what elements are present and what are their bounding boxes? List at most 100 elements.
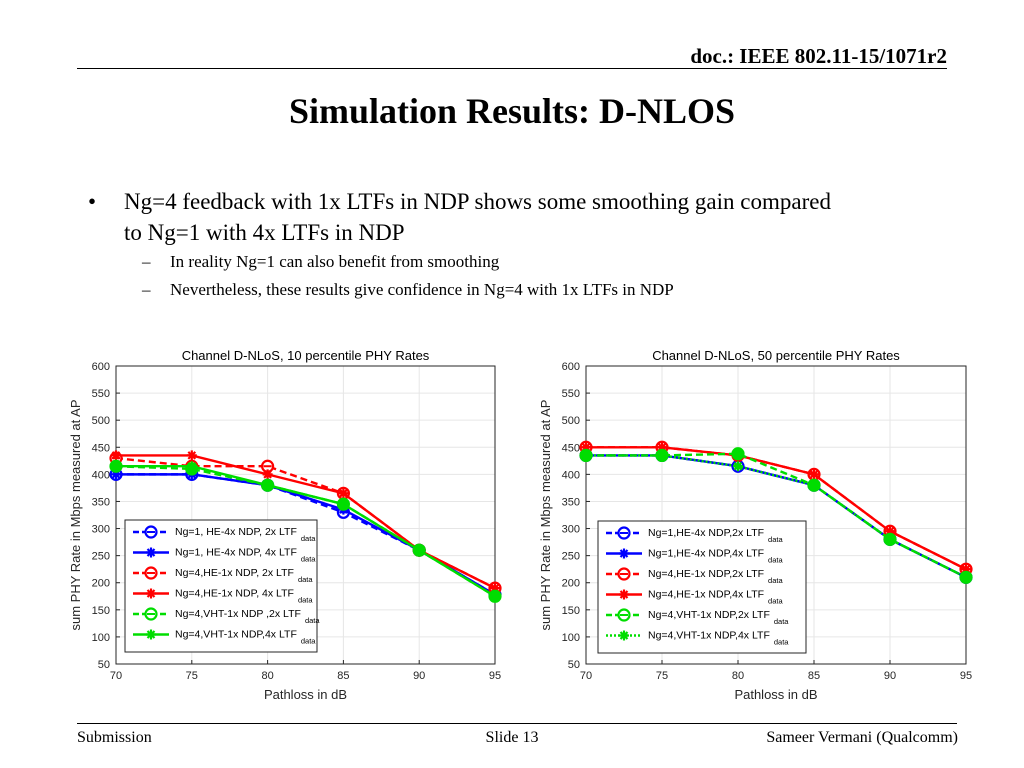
plot-frame <box>585 365 967 665</box>
y-tick-label: 600 <box>92 361 110 373</box>
y-tick-label: 200 <box>562 578 580 590</box>
x-tick-label: 80 <box>732 670 744 682</box>
data-point <box>885 526 895 537</box>
y-tick-label: 550 <box>92 388 110 400</box>
data-point <box>111 469 121 480</box>
data-point <box>490 591 500 602</box>
y-tick-label: 200 <box>92 578 110 590</box>
footer-slide-number: Slide 13 <box>485 729 539 746</box>
legend-marker <box>617 526 631 540</box>
legend-entry-sub: data <box>305 616 320 625</box>
x-tick-label: 75 <box>656 670 668 682</box>
legend-entry-sub: data <box>301 534 316 543</box>
y-tick-label: 250 <box>92 551 110 563</box>
legend: Ng=1,HE-4x NDP,2x LTF data Ng=1,HE-4x NDP,… <box>597 520 807 654</box>
data-point <box>111 450 121 461</box>
y-tick-label: 150 <box>92 605 110 617</box>
data-point <box>414 545 425 556</box>
legend-box <box>124 519 318 653</box>
y-tick-label: 100 <box>562 632 580 644</box>
legend: Ng=1, HE-4x NDP, 2x LTF data Ng=1, HE-4x N… <box>124 519 320 653</box>
legend-entry: Ng=4,HE-1x NDP,2x LTF <box>648 568 764 580</box>
y-tick-label: 450 <box>562 442 580 454</box>
chart-title: Channel D-NLoS, 10 percentile PHY Rates <box>182 348 430 363</box>
sub-bullet-text: In reality Ng=1 can also benefit from sm… <box>170 252 500 271</box>
x-tick-label: 80 <box>261 670 273 682</box>
data-point <box>490 583 500 594</box>
y-tick-label: 500 <box>92 415 110 427</box>
x-tick-label: 90 <box>413 670 425 682</box>
data-point <box>961 572 971 583</box>
x-tick-label: 90 <box>884 670 896 682</box>
footer-left: Submission <box>77 729 152 746</box>
header-rule <box>77 68 947 69</box>
legend-box <box>597 520 807 654</box>
legend-entry: Ng=1,HE-4x NDP,4x LTF <box>648 548 764 560</box>
x-tick-label: 85 <box>808 670 820 682</box>
charts-canvas: 70 75 80 85 90 95 50 100 150 200 250 300 350 400 450 50… <box>68 348 973 702</box>
legend-entry: Ng=4,VHT-1x NDP ,2x LTF <box>175 608 301 620</box>
data-point-circle <box>731 447 745 461</box>
y-tick-label: 300 <box>92 524 110 536</box>
data-point <box>809 469 819 480</box>
data-point <box>186 461 197 472</box>
y-tick-label: 250 <box>562 551 580 563</box>
bullet-mark: • <box>88 189 97 214</box>
data-point <box>809 480 819 491</box>
y-tick-label: 500 <box>562 415 580 427</box>
data-point <box>961 564 971 575</box>
series-line-5 <box>586 452 967 579</box>
y-tick-label: 300 <box>562 524 580 536</box>
data-point <box>261 459 275 473</box>
legend-entry-sub: data <box>301 555 316 564</box>
y-tick-label: 50 <box>568 659 580 671</box>
y-tick-label: 50 <box>98 659 110 671</box>
footer-author: Sameer Vermani (Qualcomm) <box>766 729 958 746</box>
data-point <box>733 461 743 472</box>
bullet-item: • Ng=4 feedback with 1x LTFs in NDP show… <box>88 186 948 248</box>
legend-marker <box>144 607 158 621</box>
y-tick-label: 600 <box>562 361 580 373</box>
y-tick-label: 450 <box>92 442 110 454</box>
bullet-text-line-1: Ng=4 feedback with 1x LTFs in NDP shows … <box>124 189 831 214</box>
legend-entry-sub: data <box>768 576 783 585</box>
legend-marker <box>146 629 156 640</box>
data-point <box>657 450 667 461</box>
data-point <box>731 447 745 461</box>
legend-entry: Ng=1, HE-4x NDP, 2x LTF <box>175 526 297 538</box>
legend-marker <box>619 630 629 641</box>
legend-entry: Ng=1, HE-4x NDP, 4x LTF <box>175 547 297 559</box>
chart-2: 70 75 80 85 90 95 50 100 150 200 250 300 350 400 450 50… <box>538 348 973 702</box>
y-tick-label: 400 <box>92 469 110 481</box>
y-tick-label: 150 <box>562 605 580 617</box>
data-point <box>111 461 121 472</box>
sub-bullet-mark: – <box>142 252 151 271</box>
bullet-list: • Ng=4 feedback with 1x LTFs in NDP show… <box>88 186 948 304</box>
legend-marker <box>144 566 158 580</box>
data-point <box>581 450 591 461</box>
legend-entry: Ng=4,VHT-1x NDP,4x LTF <box>648 630 770 642</box>
legend-entry-sub: data <box>768 535 783 544</box>
legend-marker <box>146 547 156 558</box>
legend-entry-sub: data <box>768 556 783 565</box>
slide-title: Simulation Results: D-NLOS <box>288 91 736 131</box>
legend-entry: Ng=4,HE-1x NDP, 2x LTF <box>175 567 294 579</box>
x-tick-label: 95 <box>489 670 501 682</box>
legend-entry-sub: data <box>768 597 783 606</box>
legend-entry-sub: data <box>298 596 313 605</box>
series-line-4 <box>586 446 967 571</box>
legend-marker <box>617 567 631 581</box>
legend-entry-sub: data <box>774 638 789 647</box>
data-point <box>657 442 667 453</box>
legend-entry-sub: data <box>298 575 313 584</box>
document-id: doc.: IEEE 802.11-15/1071r2 <box>690 44 947 68</box>
legend-entry: Ng=4,HE-1x NDP,4x LTF <box>648 589 764 601</box>
sub-bullet-item: – In reality Ng=1 can also benefit from … <box>88 248 948 276</box>
sub-bullet-mark: – <box>142 280 151 299</box>
legend-entry: Ng=1,HE-4x NDP,2x LTF <box>648 527 764 539</box>
x-tick-label: 95 <box>960 670 972 682</box>
legend-marker <box>619 548 629 559</box>
y-axis-label: sum PHY Rate in Mbps measured at AP <box>68 400 83 631</box>
x-tick-label: 70 <box>580 670 592 682</box>
y-tick-label: 400 <box>562 469 580 481</box>
